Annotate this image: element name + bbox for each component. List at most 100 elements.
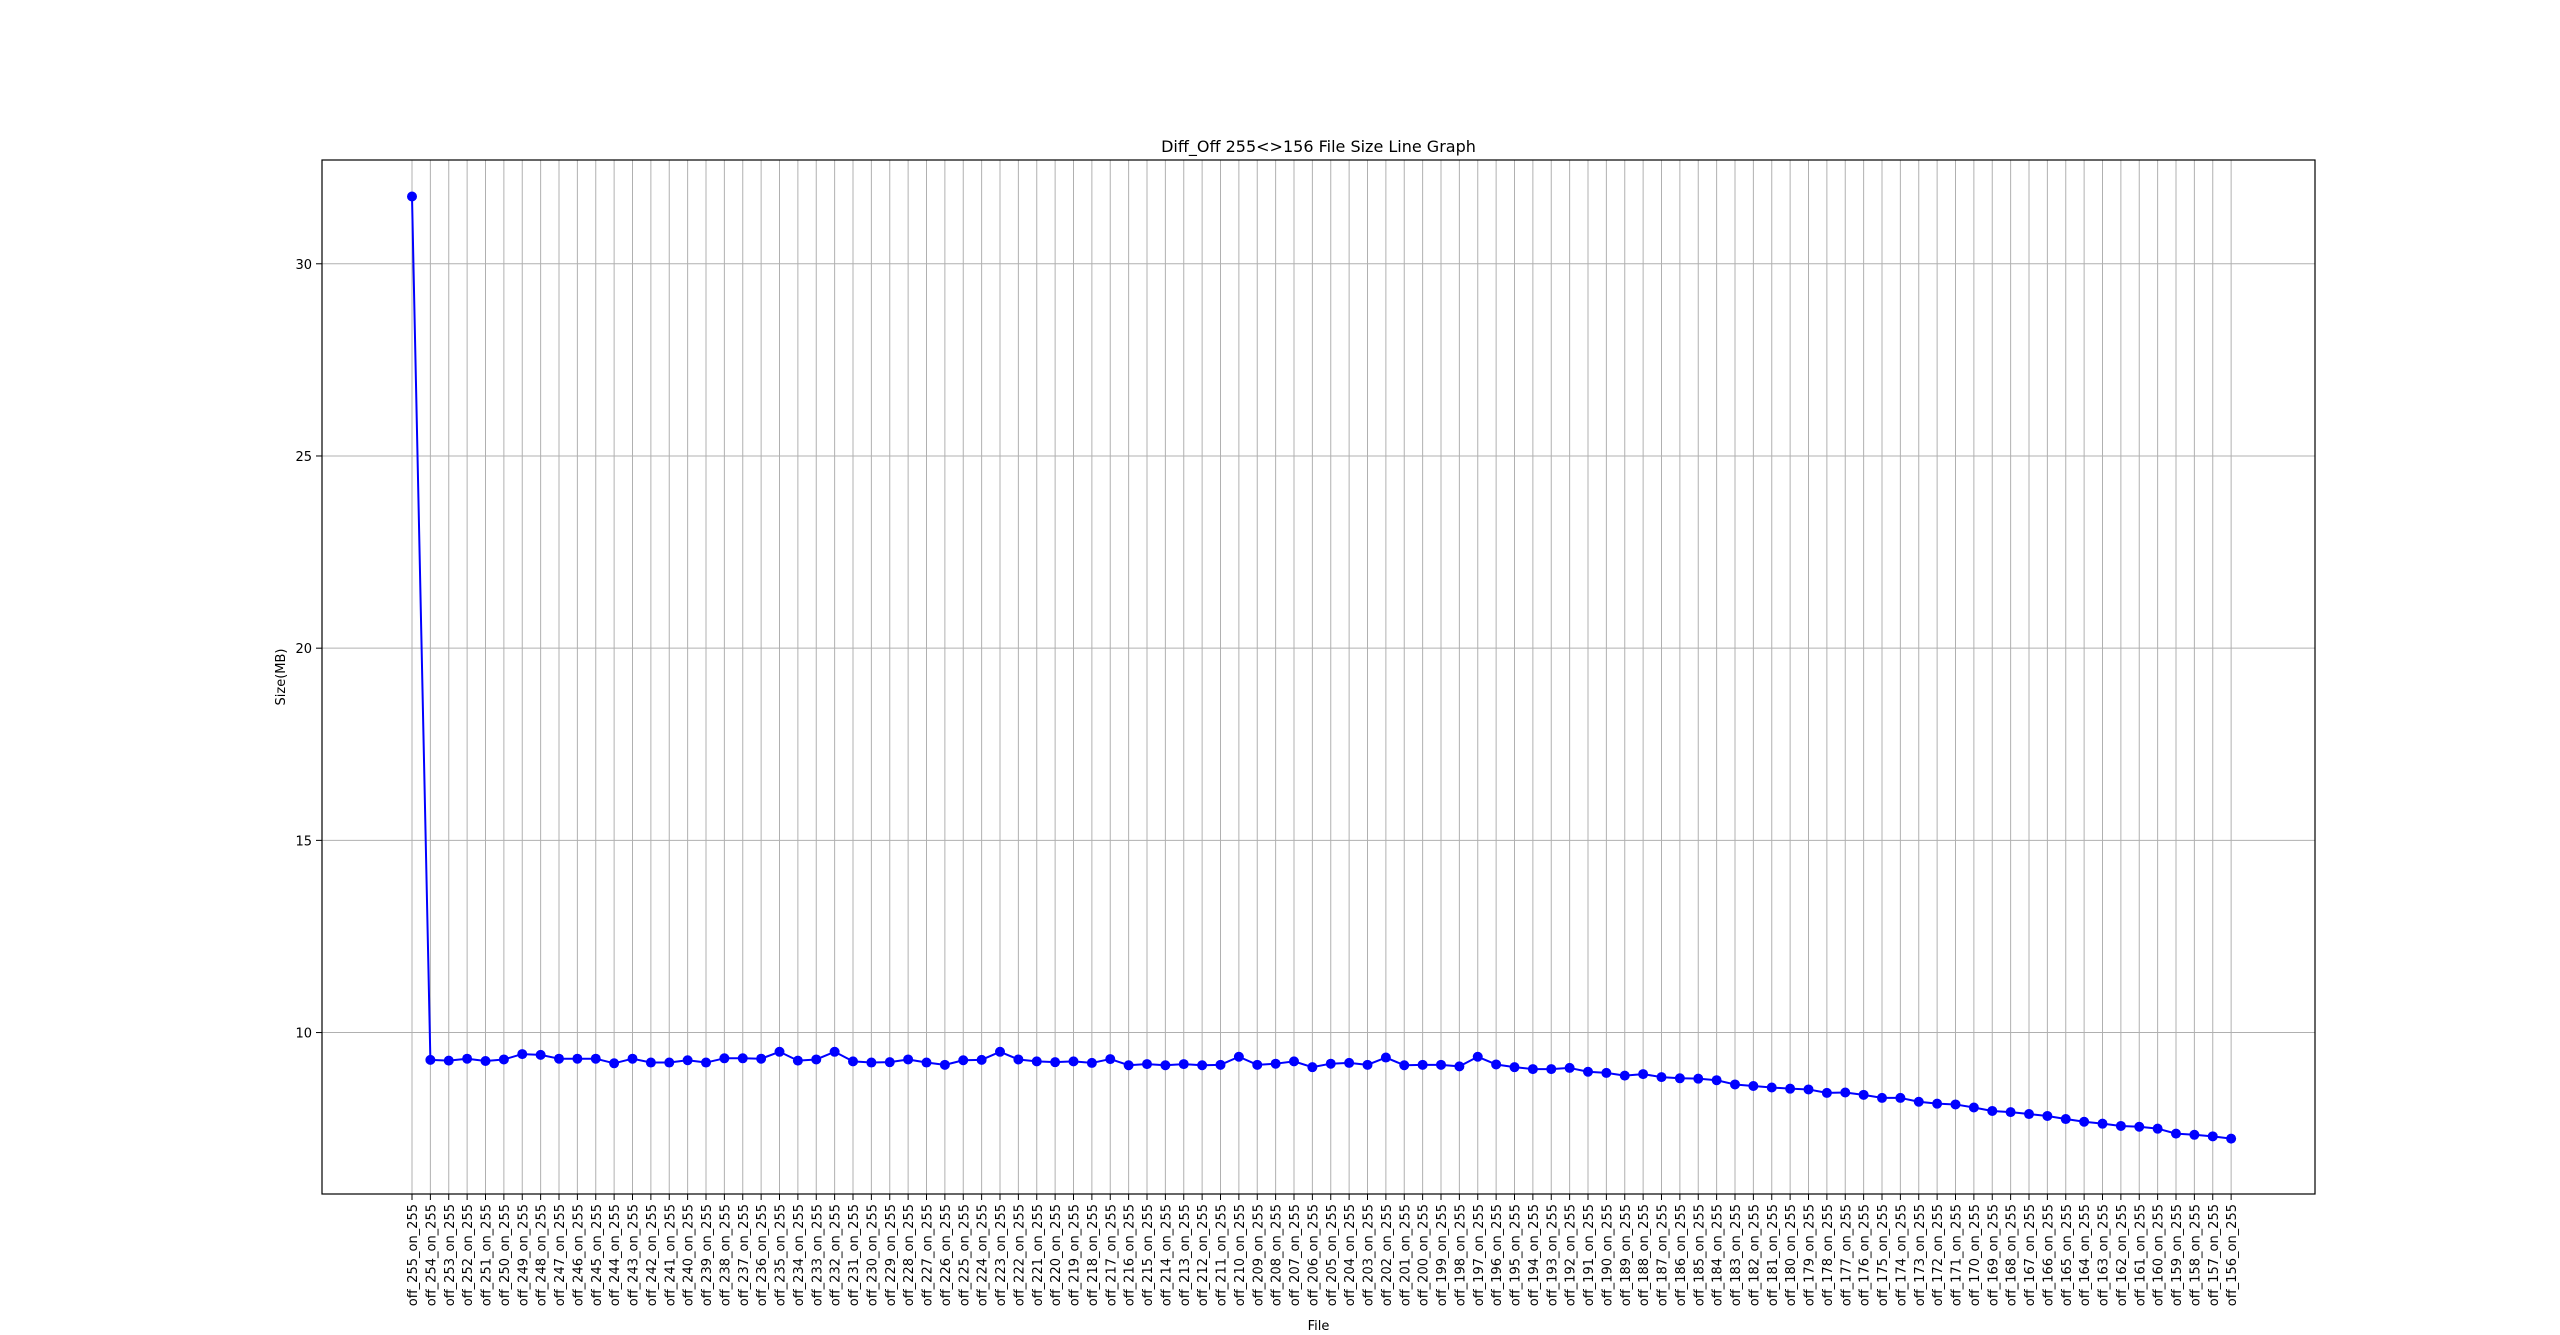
x-tick-label: off_186_on_255 <box>1674 1204 1689 1306</box>
data-point <box>1399 1060 1410 1071</box>
data-point <box>1068 1056 1079 1067</box>
x-tick-label: off_164_on_255 <box>2078 1204 2093 1306</box>
data-point <box>1031 1056 1042 1067</box>
data-point <box>1711 1075 1722 1086</box>
data-point <box>958 1055 969 1066</box>
y-tick-label: 20 <box>295 642 312 657</box>
series-line <box>411 196 2232 1140</box>
x-tick-label: off_194_on_255 <box>1527 1204 1542 1306</box>
data-point <box>1564 1062 1575 1073</box>
data-point <box>1527 1064 1538 1075</box>
x-tick-label: off_233_on_255 <box>810 1204 825 1306</box>
x-tick-label: off_210_on_255 <box>1233 1204 1248 1306</box>
data-point <box>1105 1054 1116 1065</box>
data-point <box>903 1054 914 1065</box>
x-tick-label: off_211_on_255 <box>1215 1204 1230 1306</box>
data-point <box>609 1058 620 1069</box>
x-tick-label: off_253_on_255 <box>443 1204 458 1306</box>
x-tick-label: off_225_on_255 <box>957 1204 972 1306</box>
x-tick-label: off_254_on_255 <box>424 1204 439 1306</box>
data-point <box>1307 1062 1318 1073</box>
y-axis-label: Size(MB) <box>274 649 289 706</box>
x-tick-label: off_193_on_255 <box>1545 1204 1560 1306</box>
data-point <box>443 1055 454 1066</box>
data-point <box>517 1049 528 1060</box>
data-point <box>1086 1057 1097 1068</box>
x-tick-label: off_216_on_255 <box>1123 1204 1138 1306</box>
x-axis-label: File <box>1308 1319 1330 1334</box>
data-point <box>2171 1128 2181 1139</box>
x-tick-label: off_212_on_255 <box>1196 1204 1211 1306</box>
x-tick-label: off_207_on_255 <box>1288 1204 1303 1306</box>
data-point <box>1233 1051 1244 1062</box>
data-point <box>1289 1056 1299 1067</box>
x-tick-label: off_176_on_255 <box>1858 1204 1873 1306</box>
data-point <box>2189 1129 2200 1140</box>
x-tick-label: off_232_on_255 <box>829 1204 844 1306</box>
data-point <box>1417 1059 1428 1070</box>
x-tick-label: off_187_on_255 <box>1656 1204 1671 1306</box>
data-point <box>1344 1057 1355 1068</box>
x-tick-label: off_234_on_255 <box>792 1204 807 1306</box>
x-tick-label: off_195_on_255 <box>1509 1204 1524 1306</box>
data-point <box>1638 1069 1649 1080</box>
x-tick-label: off_199_on_255 <box>1435 1204 1450 1306</box>
data-point <box>811 1054 822 1065</box>
data-point <box>1674 1073 1685 1084</box>
x-tick-label: off_162_on_255 <box>2115 1204 2130 1306</box>
data-point <box>1123 1060 1134 1071</box>
data-point <box>1142 1059 1152 1070</box>
data-point <box>1601 1067 1612 1078</box>
data-point <box>1491 1059 1502 1070</box>
data-point <box>1821 1087 1832 1098</box>
data-point <box>1950 1099 1961 1110</box>
x-tick-label: off_206_on_255 <box>1306 1204 1321 1306</box>
data-point <box>774 1046 785 1057</box>
axes-ticks: 10 15 20 25 30 off_255_on_255 off_254_on_255 of… <box>295 258 2240 1306</box>
data-point <box>921 1057 932 1068</box>
x-tick-label: off_223_on_255 <box>994 1204 1009 1306</box>
x-tick-label: off_252_on_255 <box>461 1204 476 1306</box>
x-tick-label: off_236_on_255 <box>755 1204 770 1306</box>
x-tick-label: off_159_on_255 <box>2170 1204 2185 1306</box>
x-tick-label: off_248_on_255 <box>535 1204 550 1306</box>
x-tick-label: off_245_on_255 <box>590 1204 605 1306</box>
data-point <box>1913 1096 1924 1107</box>
data-point <box>976 1054 987 1065</box>
data-point <box>2134 1121 2145 1132</box>
x-tick-label: off_169_on_255 <box>1986 1204 2001 1306</box>
x-tick-label: off_237_on_255 <box>737 1204 752 1306</box>
x-tick-label: off_231_on_255 <box>847 1204 862 1306</box>
data-point <box>866 1057 877 1068</box>
x-tick-label: off_198_on_255 <box>1453 1204 1468 1306</box>
data-point <box>1748 1080 1759 1091</box>
x-tick-label: off_191_on_255 <box>1582 1204 1597 1306</box>
x-tick-label: off_241_on_255 <box>663 1204 678 1306</box>
data-point <box>2207 1131 2218 1142</box>
x-tick-label: off_229_on_255 <box>884 1204 899 1306</box>
x-tick-label: off_219_on_255 <box>1068 1204 1083 1306</box>
data-point <box>627 1053 638 1064</box>
x-tick-label: off_181_on_255 <box>1766 1204 1781 1306</box>
data-point <box>756 1053 767 1064</box>
x-tick-label: off_218_on_255 <box>1086 1204 1101 1306</box>
x-tick-label: off_182_on_255 <box>1747 1204 1762 1306</box>
x-tick-label: off_203_on_255 <box>1362 1204 1377 1306</box>
x-tick-label: off_156_on_255 <box>2225 1204 2240 1306</box>
x-tick-label: off_190_on_255 <box>1600 1204 1615 1306</box>
x-tick-label: off_238_on_255 <box>718 1204 733 1306</box>
data-point <box>2097 1118 2108 1129</box>
y-tick-label: 10 <box>295 1027 312 1042</box>
data-point <box>829 1046 840 1057</box>
x-tick-label: off_235_on_255 <box>774 1204 789 1306</box>
data-point <box>1968 1102 1979 1113</box>
data-point <box>1987 1105 1998 1116</box>
x-tick-label: off_178_on_255 <box>1821 1204 1836 1306</box>
x-tick-label: off_188_on_255 <box>1637 1204 1652 1306</box>
x-tick-label: off_209_on_255 <box>1251 1204 1266 1306</box>
data-point <box>1932 1098 1943 1109</box>
data-point <box>462 1053 473 1064</box>
data-point <box>1160 1060 1171 1071</box>
x-tick-label: off_244_on_255 <box>608 1204 623 1306</box>
